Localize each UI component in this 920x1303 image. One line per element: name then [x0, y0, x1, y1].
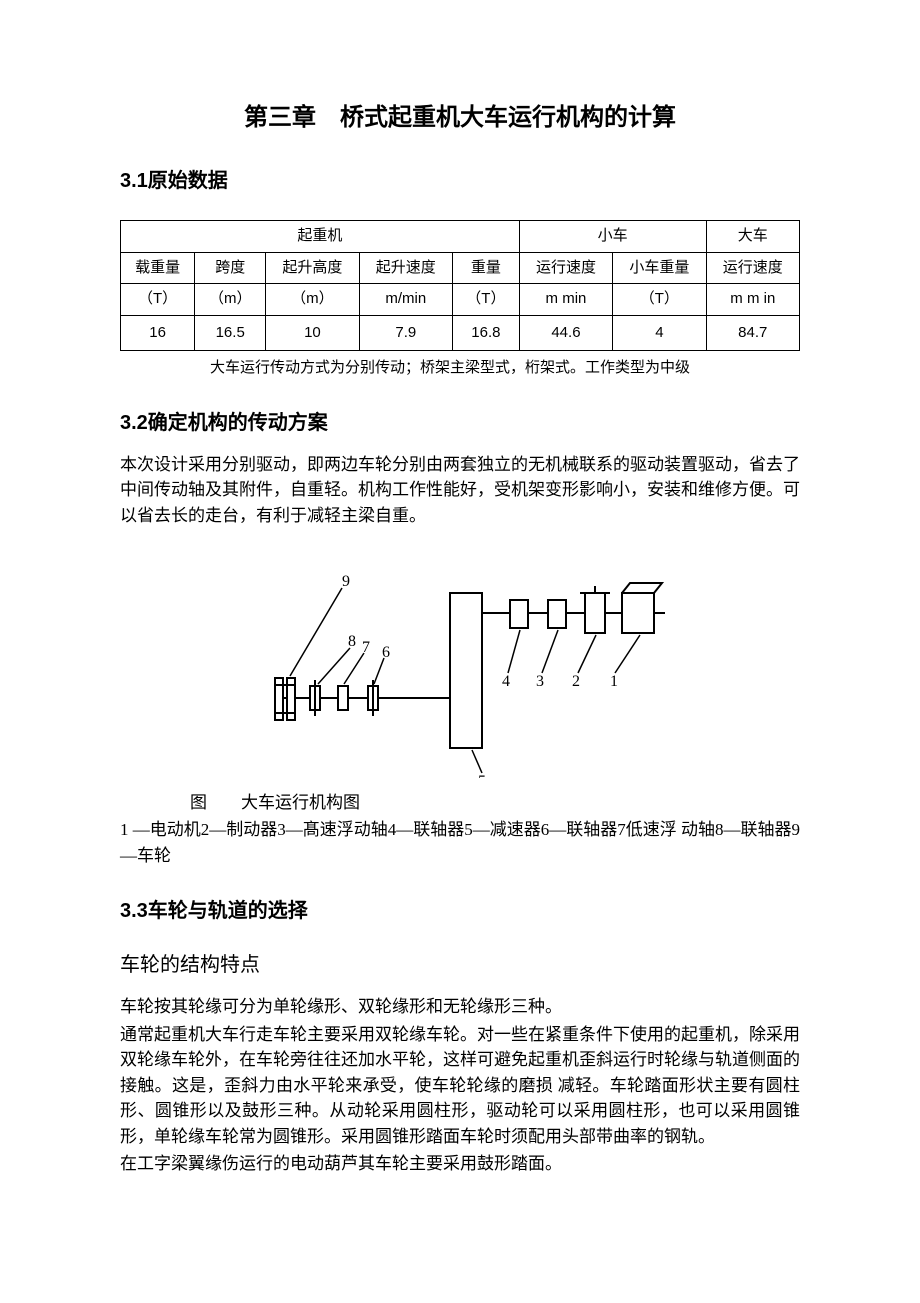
spec-table: 起重机 小车 大车 载重量 跨度 起升高度 起升速度 重量 运行速度 小车重量 … [120, 220, 800, 351]
table-col-label: 运行速度 [519, 252, 612, 284]
table-group-crane: 起重机 [121, 221, 520, 253]
table-col-unit: （m） [195, 284, 266, 316]
table-value: 10 [266, 315, 359, 351]
chapter-title: 第三章 桥式起重机大车运行机构的计算 [120, 100, 800, 136]
table-col-unit: （T） [121, 284, 195, 316]
section-3-2-heading: 3.2确定机构的传动方案 [120, 408, 800, 438]
table-col-label: 载重量 [121, 252, 195, 284]
figure-label-5: 5 [478, 773, 486, 778]
body-text: 在工字梁翼缘伤运行的电动葫芦其车轮主要采用鼓形踏面。 [120, 1151, 800, 1177]
table-value: 7.9 [359, 315, 452, 351]
table-note: 大车运行传动方式为分别传动；桥架主梁型式，桁架式。工作类型为中级 [210, 357, 800, 380]
table-col-unit: m min [519, 284, 612, 316]
table-value: 4 [613, 315, 706, 351]
body-text: 车轮按其轮缘可分为单轮缘形、双轮缘形和无轮缘形三种。 [120, 994, 800, 1020]
figure-label-2: 2 [572, 673, 580, 690]
figure-label-6: 6 [382, 644, 390, 661]
table-col-unit: m/min [359, 284, 452, 316]
figure-label-9: 9 [342, 573, 350, 590]
table-col-unit: （T） [613, 284, 706, 316]
table-col-unit: （m） [266, 284, 359, 316]
table-col-label: 起升速度 [359, 252, 452, 284]
table-value: 84.7 [706, 315, 799, 351]
figure-legend: 1 —电动机2—制动器3—髙速浮动轴4—联轴器5—减速器6—联轴器7低速浮 动轴… [120, 817, 800, 868]
figure-label-1: 1 [610, 673, 618, 690]
table-value: 16.8 [453, 315, 520, 351]
table-group-trolley: 小车 [519, 221, 706, 253]
body-text: 通常起重机大车行走车轮主要采用双轮缘车轮。对一些在紧重条件下使用的起重机，除采用… [120, 1022, 800, 1150]
figure-caption: 图 大车运行机构图 [190, 790, 800, 816]
figure-label-7: 7 [362, 639, 370, 656]
figure-label-8: 8 [348, 633, 356, 650]
figure-label-4: 4 [502, 673, 510, 690]
table-value: 16 [121, 315, 195, 351]
section-3-3-subheading: 车轮的结构特点 [120, 950, 800, 980]
table-col-unit: （T） [453, 284, 520, 316]
section-3-1-heading: 3.1原始数据 [120, 166, 800, 196]
table-value: 16.5 [195, 315, 266, 351]
figure-mechanism: 9 8 7 6 5 4 3 2 1 [120, 558, 800, 786]
body-text: 本次设计采用分别驱动，即两边车轮分别由两套独立的无机械联系的驱动装置驱动，省去了… [120, 452, 800, 529]
table-col-label: 运行速度 [706, 252, 799, 284]
table-col-label: 跨度 [195, 252, 266, 284]
section-3-3-heading: 3.3车轮与轨道的选择 [120, 896, 800, 926]
table-col-label: 起升高度 [266, 252, 359, 284]
table-value: 44.6 [519, 315, 612, 351]
figure-label-3: 3 [536, 673, 544, 690]
table-col-label: 重量 [453, 252, 520, 284]
table-col-label: 小车重量 [613, 252, 706, 284]
table-col-unit: m m in [706, 284, 799, 316]
table-group-cart: 大车 [706, 221, 799, 253]
